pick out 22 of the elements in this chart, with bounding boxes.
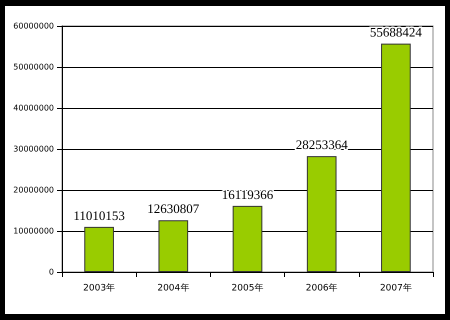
- x-tick-label: 2004年: [157, 282, 190, 294]
- data-label: 28253364: [296, 137, 348, 152]
- y-tick-label: 60000000: [13, 22, 54, 30]
- data-label: 55688424: [370, 24, 422, 40]
- y-tick-label: 30000000: [13, 144, 54, 154]
- bar: [158, 220, 188, 272]
- x-tick-label: 2006年: [306, 282, 338, 294]
- x-tick-label: 2005年: [232, 282, 264, 294]
- y-tick-label: 0: [48, 268, 54, 276]
- bar: [306, 156, 337, 272]
- y-tick-label: 20000000: [13, 186, 54, 194]
- bar: [381, 44, 411, 272]
- y-tick-label: 40000000: [13, 104, 54, 112]
- data-label: 12630807: [147, 201, 200, 216]
- y-tick-label: 50000000: [13, 62, 54, 72]
- data-label: 16119366: [222, 186, 274, 202]
- bar: [84, 226, 114, 272]
- x-tick-label: 2003年: [83, 282, 116, 294]
- y-tick-label: 10000000: [13, 226, 54, 236]
- data-label: 11010153: [73, 208, 125, 223]
- bar: [232, 206, 262, 272]
- x-tick-label: 2007年: [380, 282, 412, 294]
